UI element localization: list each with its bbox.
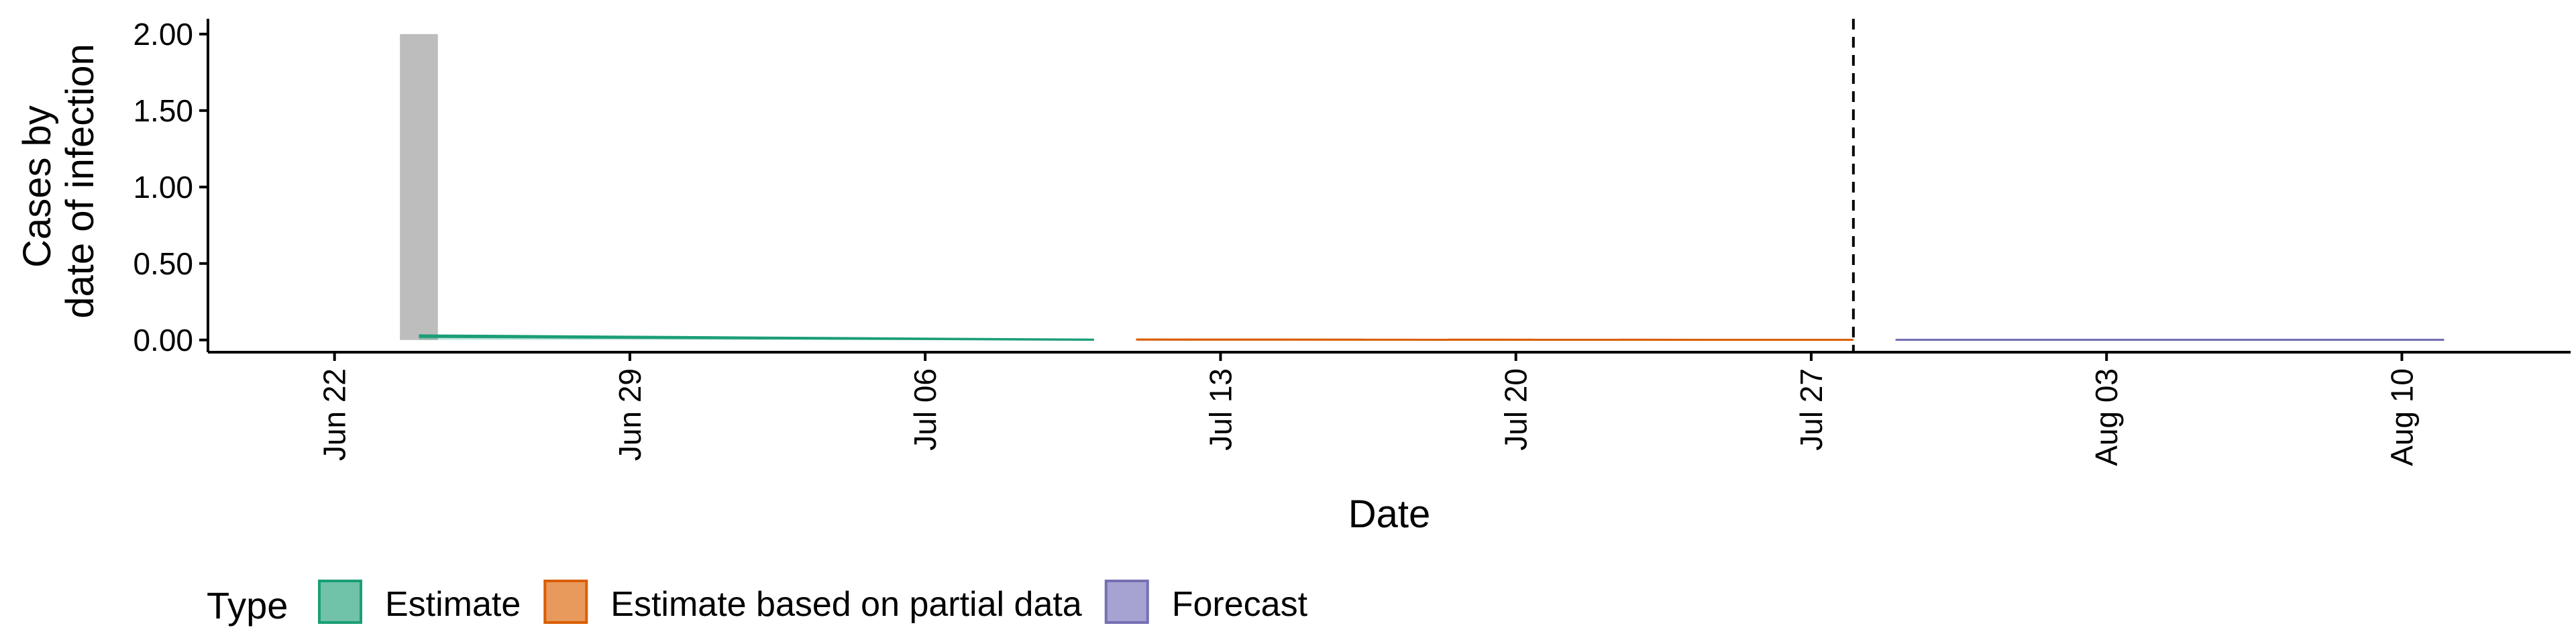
- x-tick-label-5: Jul 27: [1794, 368, 1829, 451]
- x-tick-label-3: Jul 13: [1203, 368, 1238, 451]
- y-axis: 0.00 0.50 1.00 1.50 2.00: [133, 17, 209, 358]
- legend-key-0: [318, 580, 362, 624]
- x-tick-label-6: Aug 03: [2089, 368, 2124, 466]
- legend: Type Estimate Estimate based on partial d…: [207, 580, 1308, 627]
- legend-label-1: Estimate based on partial data: [610, 585, 1082, 624]
- y-tick-label-0: 0.00: [133, 323, 193, 358]
- y-axis-title-line-2: date of infection: [58, 44, 102, 319]
- x-tick-label-2: Jul 06: [908, 368, 943, 451]
- x-axis: Jun 22 Jun 29 Jul 06 Jul 13 Jul 20 Jul 27 Aug …: [208, 351, 2571, 466]
- y-tick-label-3: 1.50: [133, 93, 193, 128]
- x-tick-label-0: Jun 22: [317, 368, 352, 461]
- bar-0: [400, 34, 438, 340]
- plot-area: [400, 19, 2445, 352]
- y-axis-title-line-1: Cases by: [15, 105, 59, 268]
- x-axis-title: Date: [1348, 492, 1431, 536]
- bars-layer: [400, 34, 438, 340]
- ribbons-layer: [419, 334, 2445, 341]
- legend-title: Type: [207, 584, 288, 627]
- series-line-0: [419, 335, 1094, 341]
- x-tick-label-4: Jul 20: [1499, 368, 1534, 451]
- y-tick-label-1: 0.50: [133, 246, 193, 281]
- legend-items: Estimate Estimate based on partial data Fo…: [318, 580, 1308, 624]
- y-tick-label-4: 2.00: [133, 17, 193, 52]
- x-tick-label-7: Aug 10: [2384, 368, 2419, 466]
- y-axis-title: Cases by date of infection: [15, 44, 102, 319]
- legend-key-2: [1104, 580, 1149, 624]
- legend-label-0: Estimate: [385, 585, 521, 624]
- legend-label-2: Forecast: [1172, 585, 1308, 624]
- legend-key-1: [543, 580, 588, 624]
- y-ticks: 0.00 0.50 1.00 1.50 2.00: [133, 17, 208, 358]
- x-tick-label-1: Jun 29: [612, 368, 647, 461]
- x-ticks: Jun 22 Jun 29 Jul 06 Jul 13 Jul 20 Jul 27 Aug …: [317, 352, 2419, 466]
- y-tick-label-2: 1.00: [133, 170, 193, 205]
